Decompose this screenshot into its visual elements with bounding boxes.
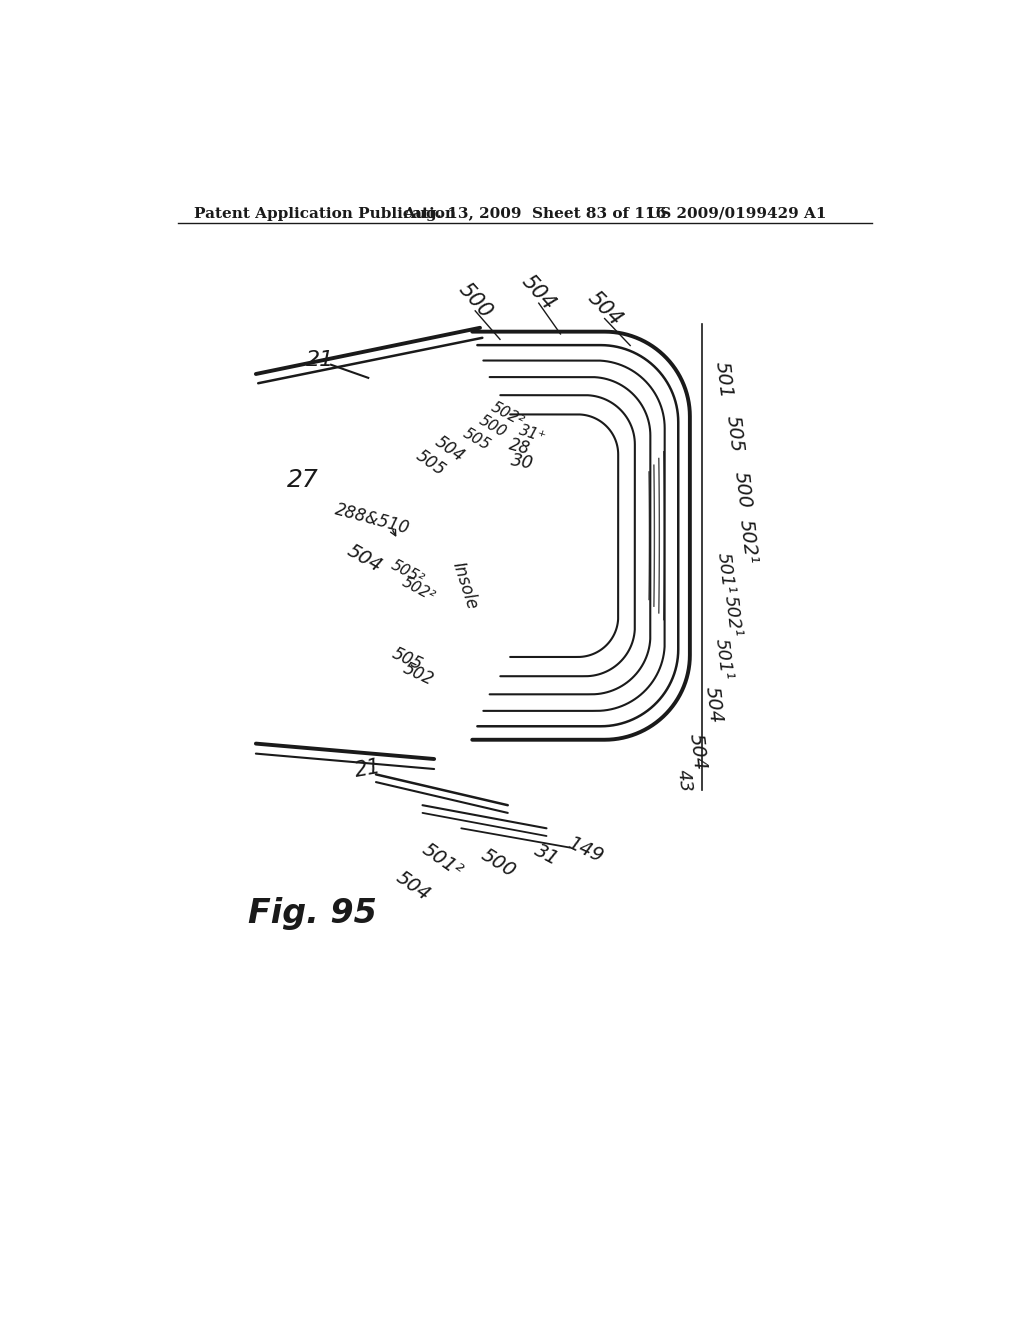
Text: 21: 21: [306, 350, 334, 370]
Text: 504: 504: [392, 867, 434, 904]
Text: 28: 28: [507, 436, 531, 458]
Text: 502¹: 502¹: [721, 595, 744, 639]
Text: 504: 504: [686, 731, 710, 771]
Text: 504: 504: [343, 541, 385, 577]
Text: 500: 500: [476, 413, 509, 440]
Text: 504: 504: [518, 272, 559, 314]
Text: 501¹: 501¹: [712, 638, 734, 681]
Text: 288&510: 288&510: [333, 500, 412, 537]
Text: 504: 504: [431, 433, 468, 466]
Text: 501: 501: [712, 360, 735, 400]
Text: 21: 21: [353, 756, 383, 781]
Text: 502: 502: [400, 660, 437, 689]
Text: 505: 505: [412, 446, 449, 479]
Text: 500: 500: [455, 280, 496, 322]
Text: 27: 27: [287, 469, 318, 492]
Text: 505: 505: [389, 644, 425, 673]
Text: 500: 500: [731, 470, 755, 510]
Text: 149: 149: [564, 833, 606, 866]
Text: Aug. 13, 2009  Sheet 83 of 116: Aug. 13, 2009 Sheet 83 of 116: [403, 207, 667, 220]
Text: 505: 505: [461, 425, 494, 453]
Text: 504: 504: [701, 685, 725, 725]
Text: US 2009/0199429 A1: US 2009/0199429 A1: [647, 207, 826, 220]
Text: 31⁺: 31⁺: [517, 422, 548, 445]
Text: 501¹: 501¹: [714, 550, 736, 594]
Text: Insole: Insole: [449, 560, 481, 612]
Text: 43: 43: [674, 768, 695, 793]
Text: 502¹: 502¹: [736, 519, 760, 565]
Text: 502²: 502²: [488, 400, 527, 430]
Text: 502²: 502²: [399, 574, 438, 605]
Text: 501²: 501²: [418, 840, 466, 882]
Text: 31: 31: [531, 841, 562, 870]
Text: 500: 500: [477, 845, 519, 880]
Text: 30: 30: [509, 451, 535, 474]
Text: 505: 505: [723, 414, 746, 454]
Text: 504: 504: [584, 288, 626, 330]
Text: 505²: 505²: [388, 558, 426, 587]
Text: Patent Application Publication: Patent Application Publication: [194, 207, 456, 220]
Text: Fig. 95: Fig. 95: [248, 896, 377, 929]
